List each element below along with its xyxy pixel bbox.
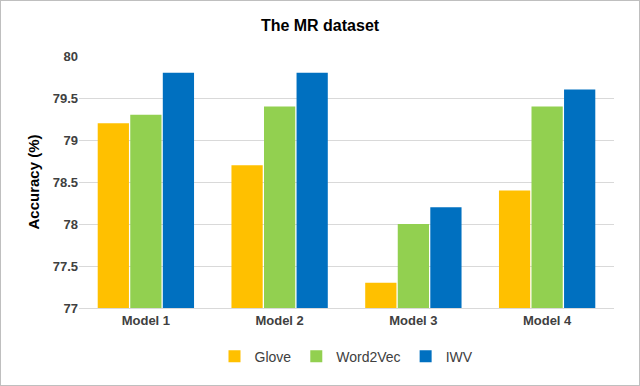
svg-text:80: 80 [64, 49, 78, 64]
svg-text:IWV: IWV [446, 349, 473, 365]
svg-text:The MR dataset: The MR dataset [261, 17, 380, 34]
svg-text:77: 77 [64, 301, 78, 316]
svg-text:Model 1: Model 1 [122, 313, 170, 328]
svg-text:79.5: 79.5 [53, 91, 78, 106]
svg-text:77.5: 77.5 [53, 259, 78, 274]
svg-text:Accuracy (%): Accuracy (%) [25, 134, 42, 229]
svg-text:Word2Vec: Word2Vec [336, 349, 400, 365]
svg-text:Model 3: Model 3 [389, 313, 437, 328]
svg-text:79: 79 [64, 133, 78, 148]
svg-text:Glove: Glove [255, 349, 292, 365]
svg-text:Model 4: Model 4 [523, 313, 572, 328]
svg-text:78: 78 [64, 217, 78, 232]
svg-text:Model 2: Model 2 [255, 313, 303, 328]
svg-text:78.5: 78.5 [53, 175, 78, 190]
